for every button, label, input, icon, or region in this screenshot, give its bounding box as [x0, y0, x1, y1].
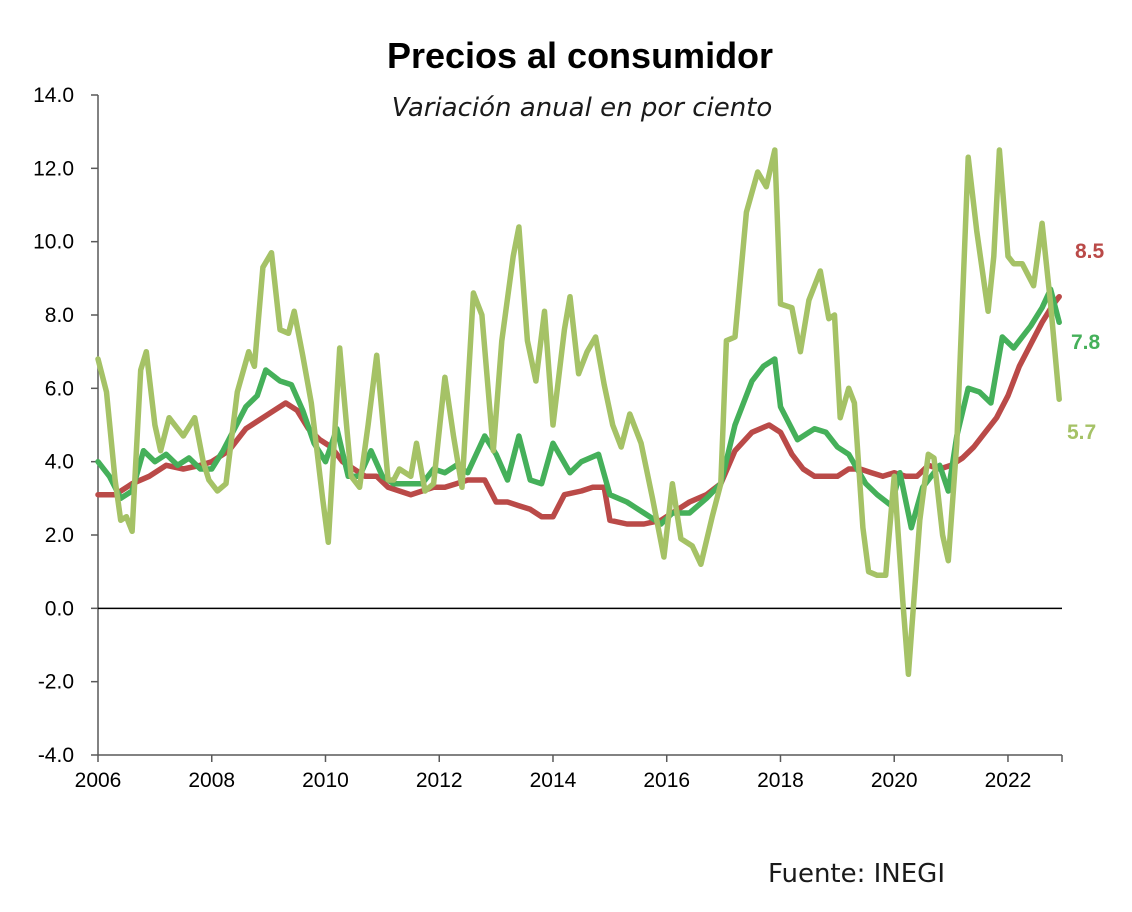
- series-line-no-subyacente: [95, 147, 1062, 678]
- x-tick-label: 2012: [416, 769, 463, 792]
- y-tick-label: 2.0: [45, 524, 74, 547]
- y-tick-label: 10.0: [33, 231, 74, 254]
- y-tick-label: -4.0: [38, 744, 74, 767]
- x-tick-label: 2008: [188, 769, 235, 792]
- end-label-subyacente: 8.5: [1075, 240, 1105, 263]
- axes: [97, 95, 1062, 756]
- chart-title: Precios al consumidor: [387, 35, 773, 76]
- x-tick-label: 2018: [757, 769, 804, 792]
- chart-subtitle: Variación anual en por ciento: [392, 93, 773, 123]
- x-tick-label: 2010: [302, 769, 349, 792]
- y-tick-label: -2.0: [38, 671, 74, 694]
- y-tick-label: 6.0: [45, 377, 74, 400]
- series-line-general: [95, 286, 1062, 531]
- x-tick-label: 2020: [871, 769, 918, 792]
- x-tick-label: 2006: [75, 769, 122, 792]
- x-axis-ticks: 2006 2008 2010 2012 2014 2016 2018 2020 2022: [75, 755, 1063, 792]
- y-tick-label: 8.0: [45, 304, 74, 327]
- series-group: [95, 147, 1062, 678]
- y-tick-label: 12.0: [33, 157, 74, 180]
- x-tick-label: 2022: [985, 769, 1032, 792]
- series-line-subyacente: [95, 293, 1062, 527]
- y-tick-label: 14.0: [33, 84, 74, 107]
- y-axis-ticks: 14.0 12.0 10.0 8.0 6.0 4.0 2.0 0.0 -2.0 -4.0: [33, 84, 98, 767]
- source-note: Fuente: INEGI: [768, 859, 945, 889]
- end-label-general: 7.8: [1071, 331, 1101, 354]
- x-tick-label: 2014: [530, 769, 577, 792]
- x-tick-label: 2016: [643, 769, 690, 792]
- y-tick-label: 0.0: [45, 597, 74, 620]
- y-tick-label: 4.0: [45, 451, 74, 474]
- end-labels: 8.5 7.8 5.7: [1067, 240, 1105, 444]
- end-label-no-subyacente: 5.7: [1067, 421, 1096, 444]
